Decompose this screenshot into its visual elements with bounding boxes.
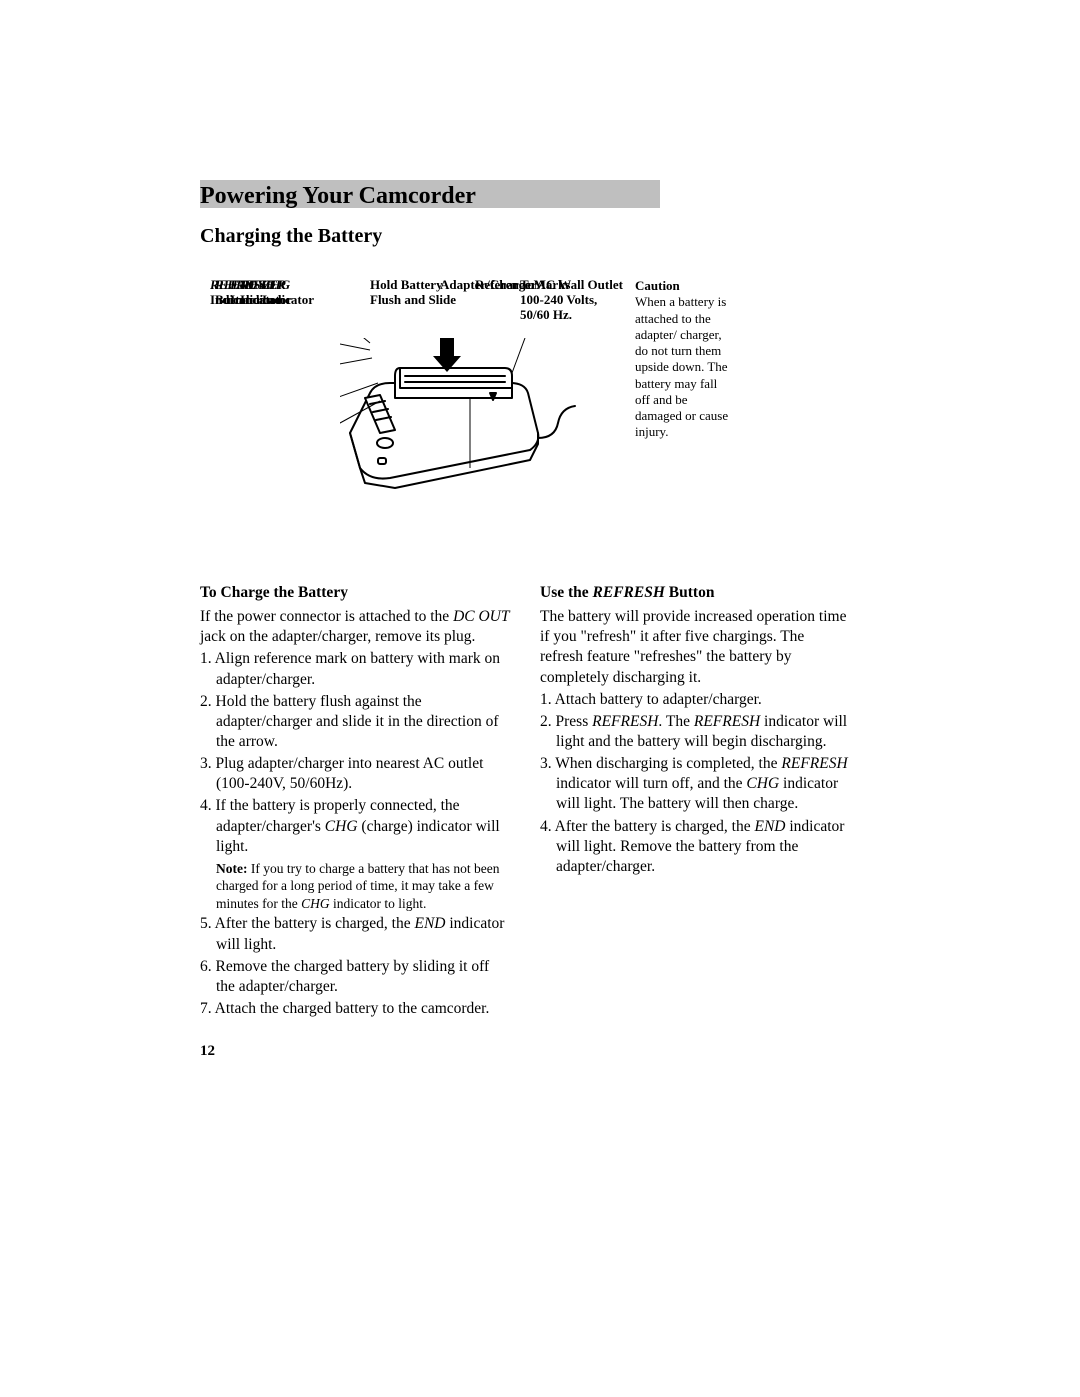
page-number: 12: [200, 1043, 880, 1060]
step: 1. Attach battery to adapter/charger.: [540, 690, 850, 710]
caution-body: When a battery is attached to the adapte…: [635, 294, 728, 439]
step: 1. Align reference mark on battery with …: [200, 649, 510, 689]
charge-note: Note: If you try to charge a battery tha…: [200, 860, 510, 913]
step: 3. Plug adapter/charger into nearest AC …: [200, 754, 510, 794]
left-column: To Charge the Battery If the power conne…: [200, 583, 510, 1021]
right-column: Use the REFRESH Button The battery will …: [540, 583, 850, 1021]
step: 3. When discharging is completed, the RE…: [540, 754, 850, 814]
refresh-heading: Use the REFRESH Button: [540, 583, 850, 603]
to-charge-steps-cont: 5. After the battery is charged, the END…: [200, 914, 510, 1019]
to-charge-steps: 1. Align reference mark on battery with …: [200, 649, 510, 856]
step: 6. Remove the charged battery by sliding…: [200, 957, 510, 997]
body-columns: To Charge the Battery If the power conne…: [200, 583, 880, 1021]
caution-heading: Caution: [635, 278, 680, 293]
step: 7. Attach the charged battery to the cam…: [200, 999, 510, 1019]
charger-icon: [340, 338, 600, 508]
refresh-intro: The battery will provide increased opera…: [540, 607, 850, 688]
label-refresh-indicator: REFRESH Indicator: [210, 278, 271, 308]
step: 4. If the battery is properly connected,…: [200, 796, 510, 856]
refresh-steps: 1. Attach battery to adapter/charger. 2.…: [540, 690, 850, 877]
step: 2. Hold the battery flush against the ad…: [200, 692, 510, 752]
diagram-area: CHG Indicator POWER Indicator END Indica…: [230, 278, 770, 538]
step: 4. After the battery is charged, the END…: [540, 817, 850, 877]
caution-box: Caution When a battery is attached to th…: [635, 278, 730, 441]
label-adapter-charger: Adapter/Charger: [440, 278, 537, 293]
to-charge-intro: If the power connector is attached to th…: [200, 607, 510, 647]
step: 2. Press REFRESH. The REFRESH indicator …: [540, 712, 850, 752]
to-charge-heading: To Charge the Battery: [200, 583, 510, 603]
section-title: Powering Your Camcorder: [200, 183, 880, 210]
subtitle: Charging the Battery: [200, 225, 880, 248]
step: 5. After the battery is charged, the END…: [200, 914, 510, 954]
manual-page: Powering Your Camcorder Charging the Bat…: [200, 180, 880, 1060]
